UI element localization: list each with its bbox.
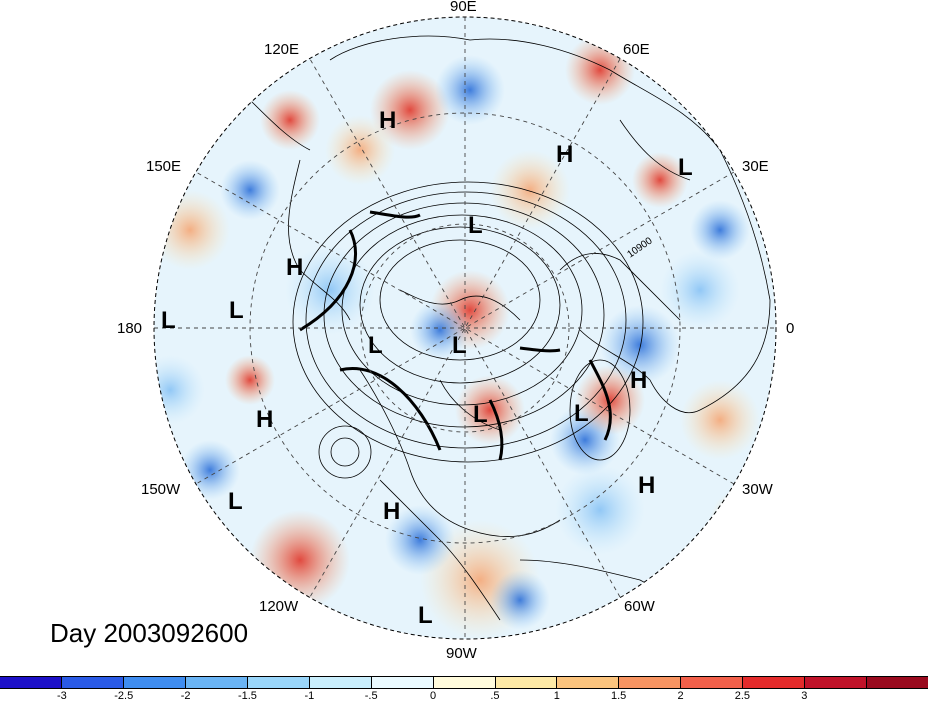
pressure-center: L [161, 307, 176, 334]
map-boundary [153, 16, 777, 640]
anomaly-blob [370, 70, 450, 150]
pressure-center: L [473, 401, 488, 428]
anomaly-blob [325, 115, 395, 185]
colorbar-tick-label: -.5 [364, 690, 378, 702]
polar-map: 10900 [153, 16, 777, 640]
colorbar-swatch [619, 677, 682, 688]
colorbar-swatch [557, 677, 620, 688]
colorbar-tick-label: -3 [56, 690, 67, 702]
anomaly-blob [154, 355, 205, 425]
pressure-center: L [678, 154, 693, 181]
colorbar-tick-label: 3 [801, 690, 808, 702]
colorbar-swatch [681, 677, 744, 688]
colorbar-swatch [433, 677, 496, 688]
colorbar-swatch [371, 677, 434, 688]
anomaly-blob [632, 152, 688, 208]
pressure-center: H [286, 254, 304, 281]
lon-label-120w: 120W [259, 598, 299, 615]
anomaly-blob [260, 90, 320, 150]
anomaly-blob [690, 200, 750, 260]
pressure-center: H [379, 107, 397, 134]
pressure-center: H [556, 141, 574, 168]
anomaly-blob [225, 355, 275, 405]
colorbar-tick-label: 0 [430, 690, 437, 702]
anomaly-blob [555, 465, 645, 555]
colorbar-tick-label: -2.5 [114, 690, 134, 702]
colorbar-swatch [61, 677, 124, 688]
jet-streaks [299, 210, 612, 461]
colorbar-swatch [867, 677, 928, 688]
anomaly-blob [490, 570, 550, 630]
lon-label-30w: 30W [742, 481, 773, 498]
latlon-grid [154, 17, 776, 639]
height-contours [292, 181, 644, 479]
pressure-center: L [368, 332, 383, 359]
colorbar-tick-label: .5 [490, 690, 500, 702]
pressure-center: L [574, 400, 589, 427]
anomaly-field [154, 17, 776, 639]
colorbar [0, 676, 928, 689]
pressure-center: L [418, 602, 433, 629]
pressure-center: L [468, 212, 483, 239]
anomaly-blob [154, 190, 230, 270]
map-title: Day 2003092600 [50, 618, 249, 648]
colorbar-swatch [309, 677, 372, 688]
anomaly-blob [385, 505, 455, 575]
anomaly-blob [710, 490, 770, 550]
pressure-center: L [228, 488, 243, 515]
anomaly-blob [455, 375, 525, 445]
lon-label-30e: 30E [742, 158, 769, 175]
pressure-center: L [229, 297, 244, 324]
colorbar-tick-label: -2 [180, 690, 191, 702]
pressure-center: H [630, 367, 648, 394]
colorbar-tick-label: -1 [304, 690, 315, 702]
lon-label-60e: 60E [623, 41, 650, 58]
anomaly-blob [220, 160, 280, 220]
lon-label-60w: 60W [624, 598, 655, 615]
anomaly-blob [680, 380, 760, 460]
lon-label-120e: 120E [264, 41, 300, 58]
lon-label-90w: 90W [446, 645, 477, 662]
pressure-center: H [256, 406, 274, 433]
anomaly-blob [490, 150, 570, 230]
lon-label-150w: 150W [141, 481, 181, 498]
colorbar-swatch [123, 677, 186, 688]
anomaly-blob [600, 305, 680, 385]
lon-label-90e: 90E [450, 0, 477, 15]
colorbar-swatch [805, 677, 868, 688]
colorbar-tick-label: 1 [553, 690, 560, 702]
colorbar-tick-label: 2.5 [734, 690, 751, 702]
anomaly-blob [660, 250, 740, 330]
pressure-center: L [452, 332, 467, 359]
anomaly-blob [435, 55, 505, 125]
colorbar-swatch [495, 677, 558, 688]
lon-label-150e: 150E [146, 158, 182, 175]
lon-label-0: 0 [786, 320, 795, 337]
colorbar-swatch [185, 677, 248, 688]
pressure-center: H [638, 472, 656, 499]
colorbar-tick-label: 1.5 [611, 690, 627, 702]
anomaly-blob [250, 510, 350, 610]
colorbar-swatch [743, 677, 806, 688]
colorbar-swatch [0, 677, 62, 688]
pressure-center: H [383, 498, 401, 525]
lon-label-180: 180 [117, 320, 143, 337]
colorbar-swatch [247, 677, 310, 688]
colorbar-tick-label: 2 [677, 690, 684, 702]
colorbar-tick-label: -1.5 [237, 690, 257, 702]
